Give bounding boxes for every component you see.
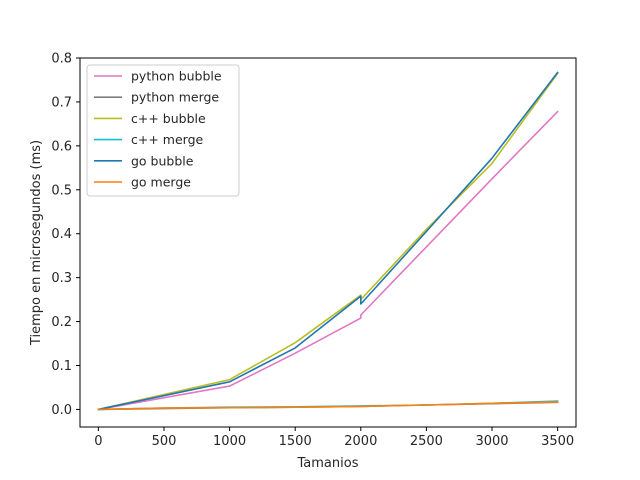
x-tick-label: 2500 xyxy=(410,434,443,449)
y-axis-label: Tiempo en microsegundos (ms) xyxy=(29,140,44,346)
y-tick-label: 0.3 xyxy=(51,271,72,286)
x-axis: 0 500 1000 1500 2000 2500 3000 3500 xyxy=(94,427,574,449)
x-tick-label: 3000 xyxy=(475,434,508,449)
legend-box xyxy=(86,64,240,197)
legend-label: c++ merge xyxy=(131,132,204,147)
legend-label: python bubble xyxy=(131,69,222,84)
legend-label: python merge xyxy=(131,90,219,105)
x-tick-label: 1000 xyxy=(213,434,246,449)
legend-label: go bubble xyxy=(131,153,194,168)
x-tick-label: 3500 xyxy=(541,434,574,449)
x-axis-label: Tamanios xyxy=(297,456,359,471)
y-tick-label: 0.0 xyxy=(51,403,72,418)
y-tick-label: 0.7 xyxy=(51,95,72,110)
legend-label: c++ bubble xyxy=(131,111,206,126)
series-line-go-bubble xyxy=(97,71,559,411)
plot-lines xyxy=(97,71,559,411)
y-tick-label: 0.4 xyxy=(51,227,72,242)
y-tick-label: 0.8 xyxy=(51,52,72,67)
y-axis: 0.0 0.1 0.2 0.3 0.4 0.5 0.6 0.7 0.8 xyxy=(51,52,80,418)
series-line-go-merge xyxy=(97,401,559,411)
plot-frame xyxy=(79,57,577,428)
x-tick-label: 2000 xyxy=(344,434,377,449)
legend-label: go merge xyxy=(131,175,191,190)
y-tick-label: 0.1 xyxy=(51,359,72,374)
x-tick-label: 1500 xyxy=(279,434,312,449)
x-tick-label: 0 xyxy=(94,434,102,449)
y-tick-label: 0.2 xyxy=(51,315,72,330)
x-tick-label: 500 xyxy=(152,434,177,449)
y-tick-label: 0.6 xyxy=(51,139,72,154)
y-tick-label: 0.5 xyxy=(51,183,72,198)
legend: python bubble python merge c++ bubble c++ m… xyxy=(86,64,240,197)
series-line-python-bubble xyxy=(97,110,559,411)
